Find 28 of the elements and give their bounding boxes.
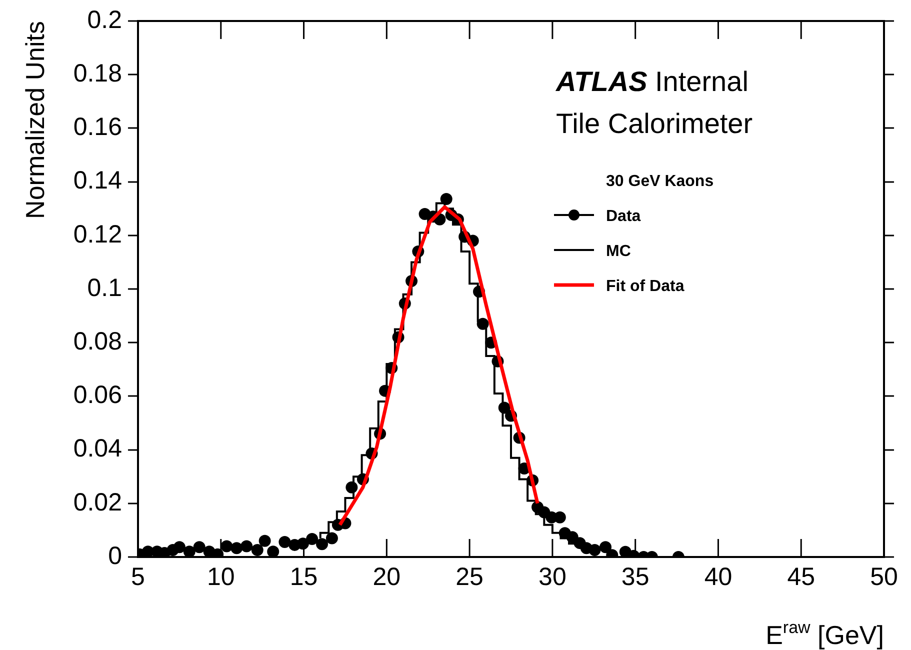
y-tick-label: 0.1	[87, 274, 122, 302]
x-tick-label: 10	[206, 562, 235, 591]
legend-label: Fit of Data	[606, 278, 684, 295]
y-tick-label: 0.2	[87, 6, 122, 34]
x-tick-label: 40	[704, 562, 732, 591]
x-tick-label: 45	[787, 562, 816, 591]
annotation: ATLAS Internal	[555, 66, 748, 97]
y-tick-label: 0.12	[73, 220, 122, 248]
annotation: Tile Calorimeter	[556, 108, 753, 139]
y-tick-label: 0.18	[73, 59, 122, 88]
legend-title: 30 GeV Kaons	[606, 173, 714, 190]
x-tick-label: 20	[372, 562, 401, 591]
y-axis-title: Normalized Units	[20, 21, 50, 219]
y-tick-label: 0.14	[73, 166, 122, 195]
y-tick-label: 0.04	[73, 434, 122, 463]
x-tick-label: 35	[621, 562, 650, 591]
y-tick-label: 0.16	[73, 113, 122, 142]
x-tick-label: 25	[456, 562, 484, 591]
x-tick-label: 5	[131, 562, 145, 591]
x-tick-label: 15	[290, 562, 318, 591]
y-tick-label: 0.02	[73, 488, 122, 516]
legend-label: Data	[606, 208, 641, 225]
y-tick-label: 0.06	[73, 381, 122, 410]
legend-label: MC	[606, 243, 632, 260]
x-tick-label: 50	[870, 562, 898, 591]
x-tick-label: 30	[538, 562, 566, 591]
y-tick-label: 0.08	[73, 327, 122, 356]
y-tick-label: 0	[108, 542, 122, 570]
